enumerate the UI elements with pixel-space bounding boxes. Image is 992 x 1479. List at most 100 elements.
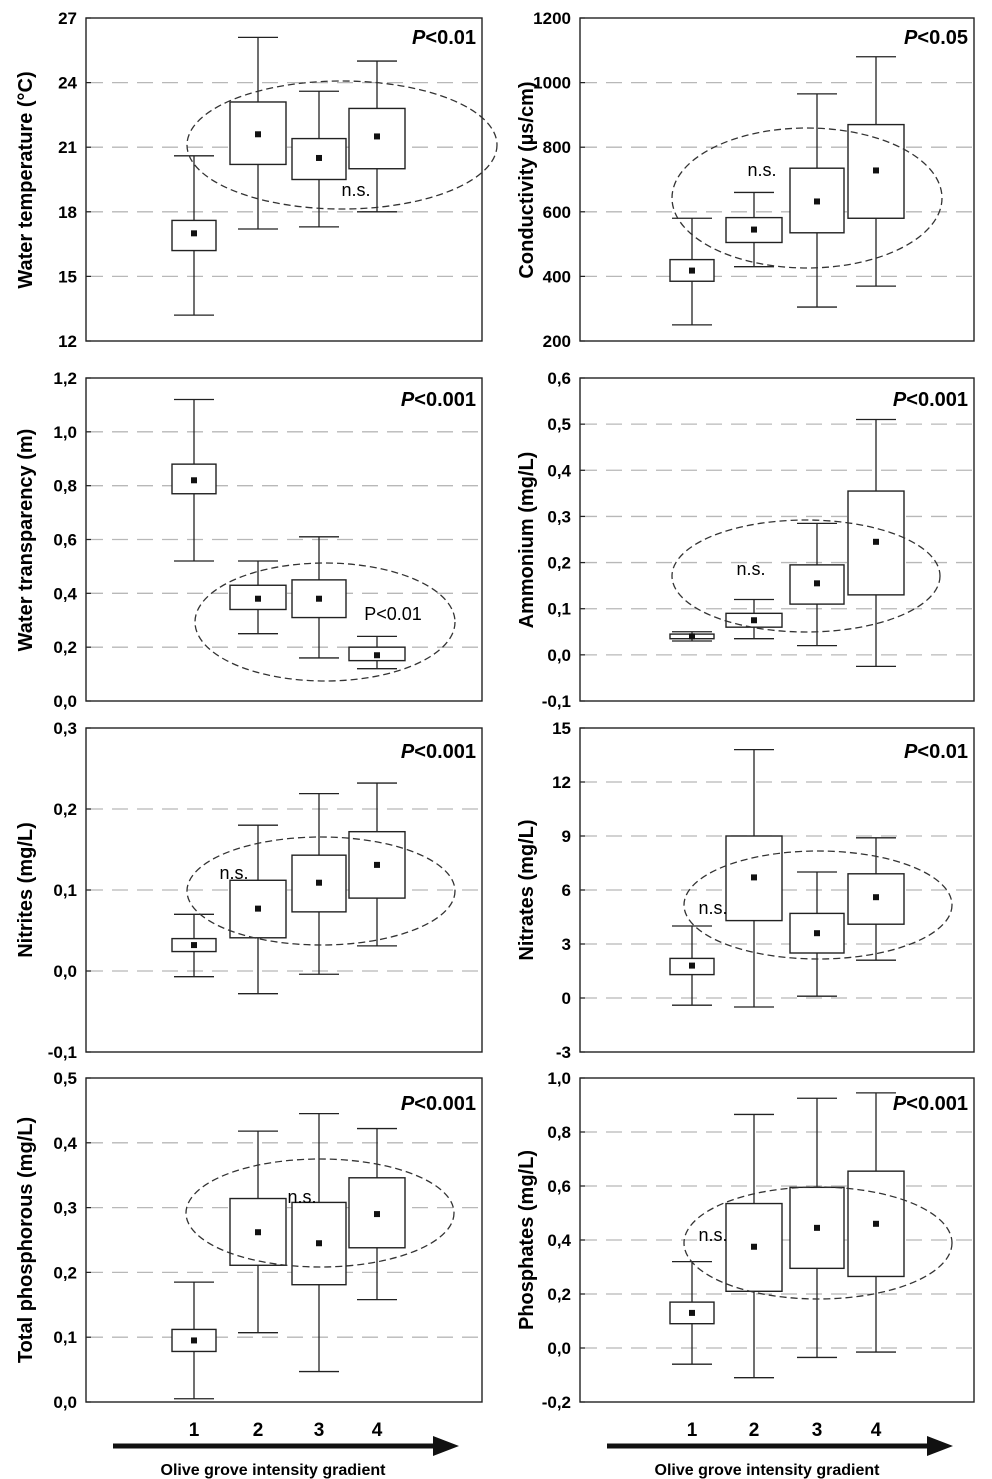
box-2 bbox=[725, 598, 783, 640]
y-tick-label: 0,1 bbox=[53, 881, 77, 900]
box-3 bbox=[291, 90, 347, 228]
y-tick-label: 600 bbox=[543, 203, 571, 222]
box-1 bbox=[171, 913, 217, 978]
box-1 bbox=[171, 155, 217, 316]
y-tick-label: 0,0 bbox=[53, 692, 77, 711]
y-tick-label: 9 bbox=[562, 827, 571, 846]
p-value-label: P<0.001 bbox=[893, 389, 968, 411]
y-axis-title: Total phosphorous (mg/L) bbox=[15, 1116, 37, 1364]
y-axis-title: Phosphates (mg/L) bbox=[516, 1150, 538, 1331]
group-ellipse bbox=[683, 850, 953, 960]
group-ellipse bbox=[683, 1186, 953, 1300]
y-tick-label: 18 bbox=[58, 203, 77, 222]
y-tick-label: 12 bbox=[58, 332, 77, 351]
mean-marker bbox=[814, 930, 820, 937]
mean-marker bbox=[255, 595, 261, 602]
box-4 bbox=[847, 1092, 905, 1353]
box-iqr bbox=[171, 463, 217, 495]
chart-panel: 12 15 18 21 24 27 n.s. P<0.01 bbox=[58, 9, 498, 351]
chart-panel: 200 400 600 800 1000 1200 n.s. P<0.05 bbox=[533, 9, 975, 351]
y-tick-label: -0,2 bbox=[542, 1393, 571, 1412]
mean-marker bbox=[374, 133, 380, 140]
box-3 bbox=[789, 1097, 845, 1359]
x-axis: 1 2 3 4 Olive grove intensity gradient bbox=[113, 1420, 459, 1479]
y-tick-label: 0,6 bbox=[53, 531, 77, 550]
box-4 bbox=[348, 60, 406, 213]
y-tick-label: -0,1 bbox=[48, 1043, 77, 1062]
box-1 bbox=[171, 398, 217, 562]
ns-label: n.s. bbox=[287, 1187, 316, 1207]
y-tick-label: 0,5 bbox=[53, 1069, 77, 1088]
mean-marker bbox=[191, 477, 197, 484]
y-axis-title: Conductivity (µs/cm) bbox=[516, 80, 538, 279]
box-3 bbox=[789, 93, 845, 308]
chart-panel: 0,0 0,1 0,2 0,3 0,4 0,5 n.s. P<0.001 bbox=[53, 1069, 483, 1412]
box-2 bbox=[229, 560, 287, 635]
y-axis-title: Water transparency (m) bbox=[15, 428, 37, 651]
y-axis-title: Water temperature (°C) bbox=[15, 70, 37, 289]
group-ellipse bbox=[186, 80, 498, 210]
group-ellipse bbox=[185, 1158, 455, 1268]
plot-frame bbox=[85, 1077, 483, 1403]
y-tick-label: 15 bbox=[552, 719, 571, 738]
y-axis-title: Ammonium (mg/L) bbox=[516, 451, 538, 628]
x-tick-label: 4 bbox=[871, 1420, 882, 1441]
y-axis-title: Nitrites (mg/L) bbox=[15, 822, 37, 958]
y-tick-label: 0,3 bbox=[547, 507, 571, 526]
plot-frame bbox=[579, 17, 975, 342]
y-tick-label: 0,6 bbox=[547, 1177, 571, 1196]
box-2 bbox=[725, 1113, 783, 1379]
mean-marker bbox=[374, 861, 380, 868]
y-tick-label: 800 bbox=[543, 138, 571, 157]
mean-marker bbox=[873, 167, 879, 174]
y-tick-label: 0,8 bbox=[547, 1123, 571, 1142]
box-4 bbox=[348, 1127, 406, 1301]
mean-marker bbox=[814, 198, 820, 205]
box-1 bbox=[669, 925, 715, 1006]
box-4 bbox=[348, 782, 406, 947]
y-tick-label: 3 bbox=[562, 935, 571, 954]
mean-marker bbox=[751, 874, 757, 881]
y-tick-label: 24 bbox=[58, 74, 77, 93]
y-tick-label: 400 bbox=[543, 267, 571, 286]
x-tick-label: 2 bbox=[253, 1420, 264, 1441]
mean-marker bbox=[191, 1337, 197, 1344]
y-tick-label: 200 bbox=[543, 332, 571, 351]
y-tick-label: 15 bbox=[58, 267, 77, 286]
box-2 bbox=[229, 824, 287, 995]
ns-label: n.s. bbox=[698, 898, 727, 918]
y-tick-label: 0,5 bbox=[547, 415, 571, 434]
y-tick-label: 0,2 bbox=[53, 638, 77, 657]
p-value-label: P<0.01 bbox=[904, 741, 968, 763]
ns-label: n.s. bbox=[219, 863, 248, 883]
y-tick-label: 0,2 bbox=[547, 1285, 571, 1304]
mean-marker bbox=[689, 633, 695, 640]
y-tick-label: 0,2 bbox=[53, 800, 77, 819]
mean-marker bbox=[316, 879, 322, 886]
box-3 bbox=[291, 536, 347, 659]
mean-marker bbox=[255, 131, 261, 138]
box-2 bbox=[725, 191, 783, 268]
mean-marker bbox=[316, 595, 322, 602]
box-1 bbox=[669, 217, 715, 326]
mean-marker bbox=[873, 1220, 879, 1227]
x-tick-label: 4 bbox=[372, 1420, 383, 1441]
mean-marker bbox=[689, 1309, 695, 1316]
mean-marker bbox=[814, 580, 820, 587]
x-tick-label: 1 bbox=[687, 1420, 698, 1441]
p-value-label: P<0.001 bbox=[401, 389, 476, 411]
mean-marker bbox=[255, 905, 261, 912]
mean-marker bbox=[751, 1243, 757, 1250]
y-tick-label: 1,0 bbox=[53, 423, 77, 442]
mean-marker bbox=[751, 617, 757, 624]
gradient-arrow-head bbox=[433, 1436, 459, 1456]
mean-marker bbox=[873, 894, 879, 901]
y-tick-label: 0,0 bbox=[547, 1339, 571, 1358]
box-3 bbox=[789, 871, 845, 997]
mean-marker bbox=[255, 1229, 261, 1236]
mean-marker bbox=[814, 1224, 820, 1231]
y-tick-label: 0,8 bbox=[53, 477, 77, 496]
y-tick-label: 1,2 bbox=[53, 369, 77, 388]
chart-panel: 0,0 0,2 0,4 0,6 0,8 1,0 1,2 P<0.01 P<0.001 bbox=[53, 369, 483, 711]
